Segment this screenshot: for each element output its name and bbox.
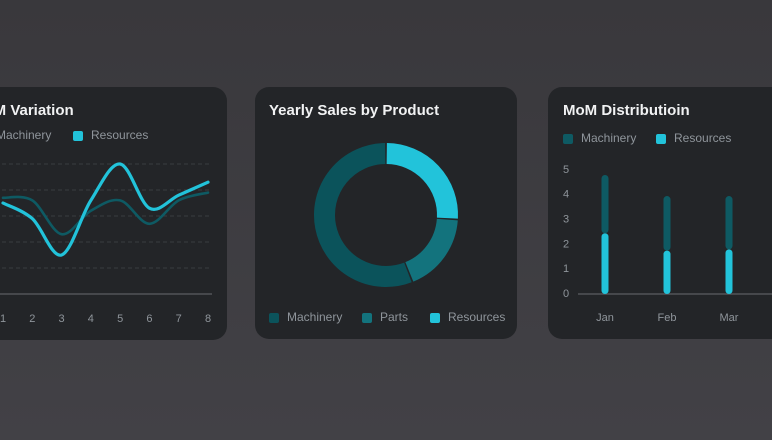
legend-label: Parts (380, 310, 408, 324)
card (255, 87, 517, 339)
donut-segment (404, 218, 458, 282)
x-tick-label: Feb (658, 312, 677, 324)
bar-segment (601, 174, 609, 234)
legend-label: Resources (448, 310, 505, 324)
legend-label: Resources (91, 128, 148, 142)
y-tick-label: 1 (563, 263, 569, 275)
x-tick-label: 8 (205, 313, 211, 325)
x-tick-label: Mar (720, 312, 739, 324)
legend-label: Machinery (581, 131, 636, 145)
legend-swatch (430, 313, 440, 323)
card (0, 87, 227, 340)
x-tick-label: 7 (176, 313, 182, 325)
donut-segment (386, 143, 458, 219)
line-series (1, 162, 210, 257)
legend-label: Machinery (0, 128, 51, 142)
card (548, 87, 772, 339)
x-tick-label: 4 (88, 313, 94, 325)
y-tick-label: 4 (563, 189, 569, 201)
x-tick-label: Jan (596, 312, 614, 324)
chart-title: MoM Distributioin (563, 102, 690, 119)
donut-segment (314, 143, 412, 287)
x-tick-label: 5 (117, 313, 123, 325)
legend-label: Machinery (287, 310, 342, 324)
y-tick-label: 5 (563, 164, 569, 176)
bar-segment (663, 250, 671, 294)
x-tick-label: 3 (59, 313, 65, 325)
legend-swatch (362, 313, 372, 323)
line-series (1, 191, 210, 236)
legend-swatch (563, 134, 573, 144)
legend-swatch (656, 134, 666, 144)
x-tick-label: 2 (29, 313, 35, 325)
chart-title: MoM Variation (0, 102, 74, 119)
bar-segment (725, 196, 733, 250)
legend-swatch (73, 131, 83, 141)
bar-segment (663, 196, 671, 251)
y-tick-label: 0 (563, 288, 569, 300)
bar-segment (601, 233, 609, 294)
legend-swatch (269, 313, 279, 323)
x-tick-label: 6 (146, 313, 152, 325)
x-tick-label: 1 (0, 313, 6, 325)
bar-segment (725, 249, 733, 294)
legend-label: Resources (674, 131, 731, 145)
y-tick-label: 3 (563, 214, 569, 226)
chart-title: Yearly Sales by Product (269, 102, 439, 119)
y-tick-label: 2 (563, 238, 569, 250)
